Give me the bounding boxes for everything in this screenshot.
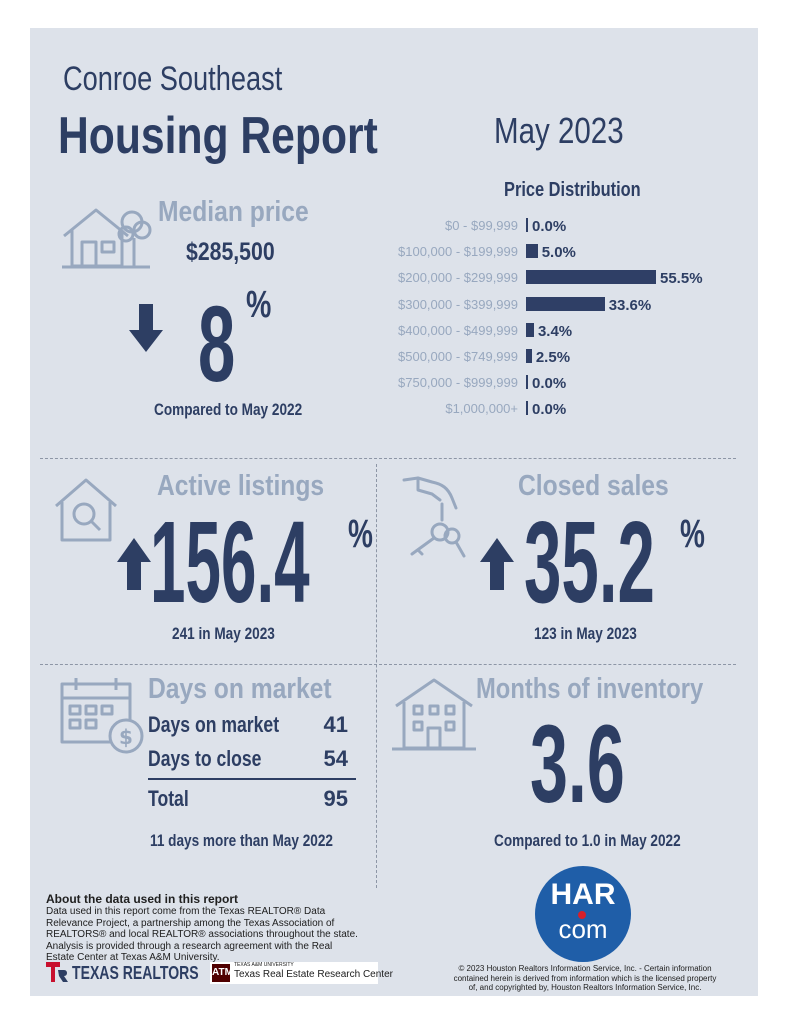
active-listings-change: 156.4 — [150, 497, 310, 627]
active-listings-title: Active listings — [157, 470, 325, 502]
arrow-up-icon — [480, 538, 514, 590]
active-listings-unit: % — [348, 512, 373, 556]
house-tree-icon — [62, 208, 152, 269]
months-inventory-title: Months of inventory — [476, 673, 704, 705]
distribution-value: 3.4% — [537, 322, 573, 340]
total-value: 95 — [323, 786, 348, 811]
dtc-row-label: Days to close — [148, 746, 262, 771]
about-title: About the data used in this report — [46, 892, 239, 906]
price-distribution-title: Price Distribution — [504, 179, 641, 201]
divider-top — [40, 458, 736, 459]
closed-sales-change: 35.2 — [524, 497, 655, 627]
distribution-label: $500,000 - $749,999 — [398, 349, 518, 364]
distribution-value: 0.0% — [532, 401, 567, 419]
distribution-bar — [526, 218, 528, 232]
closed-sales-title: Closed sales — [518, 470, 669, 502]
median-price-compared: Compared to May 2022 — [154, 400, 303, 419]
har-logo-top: HAR — [550, 878, 616, 911]
median-price-unit: % — [246, 284, 272, 326]
months-inventory-compared: Compared to 1.0 in May 2022 — [494, 831, 681, 850]
tamu-small-text: TEXAS A&M UNIVERSITY — [234, 962, 294, 968]
tamu-center-text: Texas Real Estate Research Center — [234, 969, 393, 980]
median-price-value: $285,500 — [186, 238, 275, 266]
house-search-icon — [55, 478, 117, 542]
distribution-bar — [526, 349, 532, 363]
texas-realtors-text: TEXAS REALTORS — [72, 963, 199, 983]
months-inventory-value: 3.6 — [530, 703, 625, 826]
har-logo[interactable]: HAR com — [535, 866, 631, 962]
median-price-title: Median price — [158, 196, 309, 228]
divider-vertical — [376, 464, 377, 888]
distribution-label: $750,000 - $999,999 — [398, 375, 518, 391]
distribution-value: 33.6% — [608, 296, 652, 314]
arrow-down-icon — [129, 304, 163, 352]
apartment-building-icon — [392, 678, 476, 751]
dom-row-value: 41 — [323, 712, 348, 737]
distribution-bar — [526, 401, 528, 416]
report-sheet: Conroe Southeast Housing Report May 2023… — [30, 28, 758, 996]
distribution-value: 2.5% — [535, 349, 571, 366]
days-on-market-title: Days on market — [148, 673, 332, 705]
hand-keys-icon — [402, 476, 466, 558]
texas-realtors-mark-icon — [46, 962, 68, 982]
svg-text:$: $ — [119, 725, 133, 749]
price-distribution-chart: $0 - $99,999 0.0% $100,000 - $199,999 5.0% $… — [286, 218, 726, 428]
arrow-up-icon — [117, 538, 151, 590]
har-logo-dot — [578, 911, 586, 919]
distribution-label: $400,000 - $499,999 — [398, 322, 518, 338]
total-label: Total — [148, 786, 189, 811]
about-text: Data used in this report come from the T… — [46, 906, 358, 963]
distribution-value: 55.5% — [660, 270, 703, 288]
tamu-mark-icon: ATM — [212, 964, 233, 982]
distribution-bar — [526, 244, 538, 259]
distribution-bar — [526, 270, 656, 285]
distribution-value: 0.0% — [532, 375, 567, 393]
total-rule — [148, 778, 356, 780]
tamu-logo: ATM TEXAS A&M UNIVERSITY Texas Real Esta… — [210, 962, 393, 984]
distribution-label: $200,000 - $299,999 — [398, 270, 518, 286]
report-month: May 2023 — [494, 110, 624, 151]
distribution-label: $300,000 - $399,999 — [398, 296, 518, 312]
closed-sales-unit: % — [680, 512, 705, 556]
distribution-bar — [526, 375, 528, 390]
distribution-bar — [526, 296, 605, 311]
har-logo-bottom: com — [558, 914, 608, 944]
distribution-label: $0 - $99,999 — [444, 218, 518, 233]
calendar-dollar-icon: $ — [60, 678, 144, 754]
distribution-label: $100,000 - $199,999 — [398, 244, 518, 260]
dtc-row-value: 54 — [323, 746, 348, 771]
distribution-value: 0.0% — [532, 218, 567, 235]
median-price-change: 8 — [198, 283, 236, 404]
area-name: Conroe Southeast — [63, 60, 283, 98]
page-title: Housing Report — [58, 107, 378, 165]
distribution-label: $1,000,000+ — [445, 401, 518, 417]
active-listings-detail: 241 in May 2023 — [172, 624, 275, 643]
distribution-bar — [526, 322, 534, 337]
closed-sales-detail: 123 in May 2023 — [534, 624, 637, 643]
copyright-text: © 2023 Houston Realtors Information Serv… — [453, 964, 717, 993]
distribution-value: 5.0% — [541, 244, 576, 262]
divider-middle — [40, 664, 736, 665]
dom-row-label: Days on market — [148, 712, 280, 737]
days-on-market-note: 11 days more than May 2022 — [150, 831, 333, 850]
